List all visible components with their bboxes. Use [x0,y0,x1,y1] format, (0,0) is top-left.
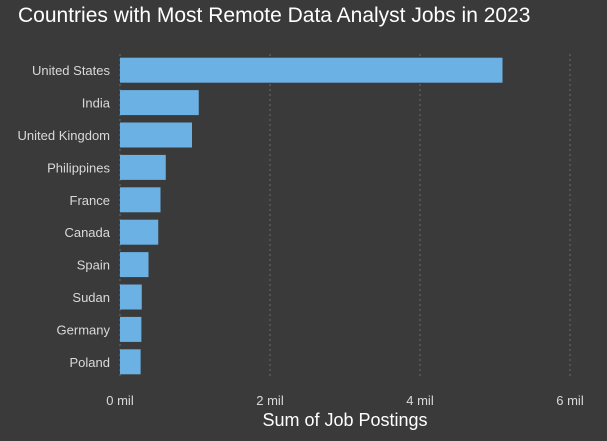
y-tick-label: Spain [77,258,110,273]
bar[interactable] [120,154,166,180]
y-tick-labels: United States India United Kingdom Philippi… [18,63,111,370]
bar[interactable] [120,122,192,148]
x-tick-label: 6 mil [556,393,584,408]
bar[interactable] [120,316,142,342]
bar[interactable] [120,187,161,213]
bar[interactable] [120,219,159,245]
bar[interactable] [120,252,149,278]
y-tick-label: Sudan [72,290,110,305]
x-tick-label: 2 mil [256,393,284,408]
chart-title: Countries with Most Remote Data Analyst … [18,4,531,27]
bar[interactable] [120,349,141,375]
bar[interactable] [120,57,503,83]
y-tick-label: Germany [57,322,111,337]
y-tick-label: United States [32,63,111,78]
x-tick-label: 0 mil [106,393,134,408]
bar[interactable] [120,90,199,116]
y-tick-label: Poland [70,355,110,370]
bar[interactable] [120,284,142,310]
y-tick-label: Canada [64,225,110,240]
y-tick-label: India [82,96,111,111]
x-tick-labels: 0 mil 2 mil 4 mil 6 mil [106,393,584,408]
y-tick-label: Philippines [47,160,110,175]
x-tick-label: 4 mil [406,393,434,408]
x-axis-title: Sum of Job Postings [262,410,427,430]
bars [120,57,503,375]
y-tick-label: France [70,193,110,208]
y-tick-label: United Kingdom [18,128,111,143]
